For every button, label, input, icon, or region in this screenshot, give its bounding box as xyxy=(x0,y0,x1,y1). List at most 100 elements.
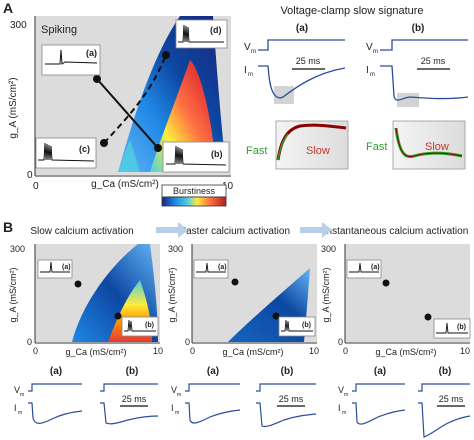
panel-b1-inset-b-label: (b) xyxy=(145,322,154,329)
panel-b2-x-tick-left: 0 xyxy=(190,346,195,356)
vc-im-trace-a xyxy=(258,65,346,99)
b2-trace-label-a: (a) xyxy=(207,366,219,377)
vc-im-trace-b xyxy=(380,65,469,101)
panel-b2-y-tick-top: 300 xyxy=(168,244,183,254)
vc-im-label-b: I xyxy=(366,65,369,76)
panel-b2-x-axis-label: g_Ca (mS/cm²) xyxy=(222,347,283,357)
panel-b3-y-axis-label: g_A (mS/cm²) xyxy=(321,267,331,322)
panel-b2-point-b xyxy=(272,312,280,320)
panel-b2-inset-b-label: (b) xyxy=(302,322,311,329)
b2-trace-label-b: (b) xyxy=(281,366,294,377)
vc-shade-a xyxy=(274,86,294,104)
panel-a-dashed-trajectory xyxy=(103,54,167,144)
b2-scale-label: 25 ms xyxy=(279,394,304,404)
panel-a-burstiness-edge xyxy=(118,140,140,172)
b2-vm-label: V xyxy=(171,385,177,395)
vc-im-sub-a: m xyxy=(248,72,253,78)
panel-b-map-3: (a) (b) xyxy=(345,244,471,342)
vc-vm-label-b: V xyxy=(366,42,373,53)
vc-fast-label-b: Fast xyxy=(366,141,387,153)
panel-a-y-axis-label: g_A (mS/cm²) xyxy=(8,77,19,138)
panel-a-solid-trajectory xyxy=(96,78,159,149)
vc-scale-label-a: 25 ms xyxy=(296,56,321,66)
vc-labels-b: V m I m xyxy=(366,42,378,78)
panel-b2-x-tick-right: 10 xyxy=(309,346,319,356)
vc-im-sub-b: m xyxy=(370,72,375,78)
panel-a-point-b xyxy=(154,144,162,152)
panel-b-map-2: (a) (b) xyxy=(192,244,317,342)
b3-im-sub: m xyxy=(342,410,346,416)
b1-im-label: I xyxy=(14,403,17,413)
vc-slow-label-b: Slow xyxy=(425,141,449,153)
panel-b2-y-tick-bottom: 0 xyxy=(185,337,190,347)
panel-b3-x-tick-left: 0 xyxy=(343,346,348,356)
vc-vm-trace-b xyxy=(380,39,468,51)
b2-im-label: I xyxy=(171,403,174,413)
b3-vm-im-labels: V m I m xyxy=(338,385,348,416)
panel-a-x-tick-right: 10 xyxy=(222,181,234,192)
panel-a-inset-d-label: (d) xyxy=(210,25,222,35)
panel-b-map-1: (a) (b) xyxy=(35,244,160,342)
vc-fast-label-a: Fast xyxy=(246,145,267,157)
vc-col-label-b: (b) xyxy=(412,23,425,34)
panel-b2-inset-a-label: (a) xyxy=(218,264,227,271)
panel-b1-y-tick-top: 300 xyxy=(10,244,25,254)
panel-b1-x-axis-label: g_Ca (mS/cm²) xyxy=(65,347,126,357)
panel-a-point-a xyxy=(93,75,101,83)
b3-im-label: I xyxy=(338,403,341,413)
b2-vm-sub: m xyxy=(177,392,181,398)
step-title-2: Faster calcium activation xyxy=(180,226,290,237)
vc-vm-trace-a xyxy=(258,39,345,51)
vc-scale-label-b: 25 ms xyxy=(421,56,446,66)
panel-b1-x-tick-right: 10 xyxy=(153,346,163,356)
b2-im-sub: m xyxy=(175,410,179,416)
panel-b1-point-a xyxy=(74,280,82,288)
step-title-3: Instantaneous calcium activation xyxy=(324,226,469,237)
b1-trace-label-a: (a) xyxy=(50,366,62,377)
panel-a-inset-a: (a) xyxy=(41,44,101,76)
panel-b3-point-b xyxy=(424,313,432,321)
b1-trace-label-b: (b) xyxy=(126,366,139,377)
panel-a-y-tick-bottom: 0 xyxy=(27,170,33,181)
panel-b3-inset-a-label: (a) xyxy=(371,264,380,271)
colorbar xyxy=(161,196,227,207)
panel-a-y-tick-top: 300 xyxy=(10,20,27,31)
panel-a-x-tick-left: 0 xyxy=(33,181,39,192)
b3-traces xyxy=(352,383,471,438)
panel-a-inset-d: (d) xyxy=(175,19,228,49)
panel-b3-x-tick-right: 10 xyxy=(460,346,470,356)
vc-im-label-a: I xyxy=(244,65,247,76)
panel-a-inset-c: (c) xyxy=(35,137,97,169)
vc-title: Voltage-clamp slow signature xyxy=(280,5,423,17)
panel-b3-point-a xyxy=(382,279,390,287)
b3-trace-label-a: (a) xyxy=(374,366,386,377)
b1-vm-sub: m xyxy=(20,392,24,398)
step-title-1: Slow calcium activation xyxy=(30,226,133,237)
panel-b2-y-axis-label: g_A (mS/cm²) xyxy=(167,267,177,322)
b3-trace-label-b: (b) xyxy=(439,366,452,377)
b1-scale-label: 25 ms xyxy=(122,394,147,404)
b2-traces xyxy=(185,383,317,428)
b2-vm-im-labels: V m I m xyxy=(171,385,181,416)
b1-vm-im-labels: V m I m xyxy=(14,385,24,416)
panel-b1-inset-a-label: (a) xyxy=(62,264,71,271)
colorbar-label: Burstiness xyxy=(173,186,216,196)
panel-b2-point-a xyxy=(231,278,239,286)
step-arrow-2 xyxy=(300,222,332,238)
b1-im-sub: m xyxy=(18,410,22,416)
panel-b1-point-b xyxy=(114,312,122,320)
panel-b3-inset-b-label: (b) xyxy=(457,324,466,331)
panel-a-letter: A xyxy=(3,0,13,16)
vc-zoom-box-b xyxy=(392,120,466,170)
panel-b3-x-axis-label: g_Ca (mS/cm²) xyxy=(375,347,436,357)
b3-vm-label: V xyxy=(338,385,344,395)
step-arrow-1 xyxy=(156,222,188,238)
panel-a-map-title: Spiking xyxy=(41,24,77,36)
vc-zoom-box-a xyxy=(275,120,349,170)
b3-scale-label: 25 ms xyxy=(439,394,464,404)
panel-b3-y-tick-top: 300 xyxy=(321,244,336,254)
vc-shade-b xyxy=(397,93,419,107)
panel-a-point-d xyxy=(162,51,170,59)
panel-b3-y-tick-bottom: 0 xyxy=(338,337,343,347)
